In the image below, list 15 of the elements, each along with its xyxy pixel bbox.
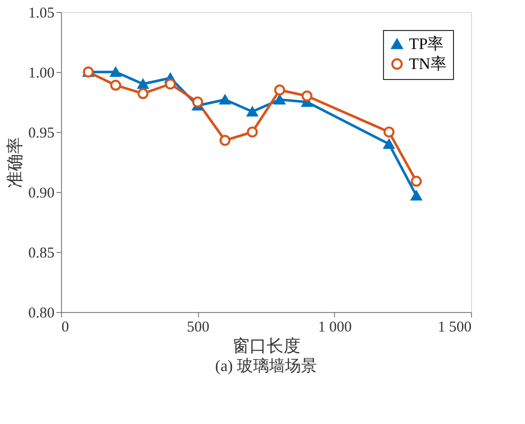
y-tick-label: 0.95 [28,126,54,142]
y-tick-label: 0.85 [28,246,54,262]
y-tick-label: 1.05 [28,6,54,22]
legend-label: TN率 [409,55,446,73]
text: (a) 玻璃墙场景 [215,357,317,375]
y-axis-title: 准确率 [5,137,24,188]
x-tick-label: 500 [186,320,210,336]
x-tick-label: 1 000 [318,320,352,336]
legend-label: TP率 [409,35,444,53]
y-tick-label: 1.00 [28,66,54,82]
x-axis-title: 窗口长度 [232,336,300,356]
x-tick-label: 1 500 [438,320,472,336]
y-tick-label: 0.80 [28,306,54,322]
x-tick-label: 0 [62,320,69,336]
y-tick-label: 0.90 [28,186,54,202]
